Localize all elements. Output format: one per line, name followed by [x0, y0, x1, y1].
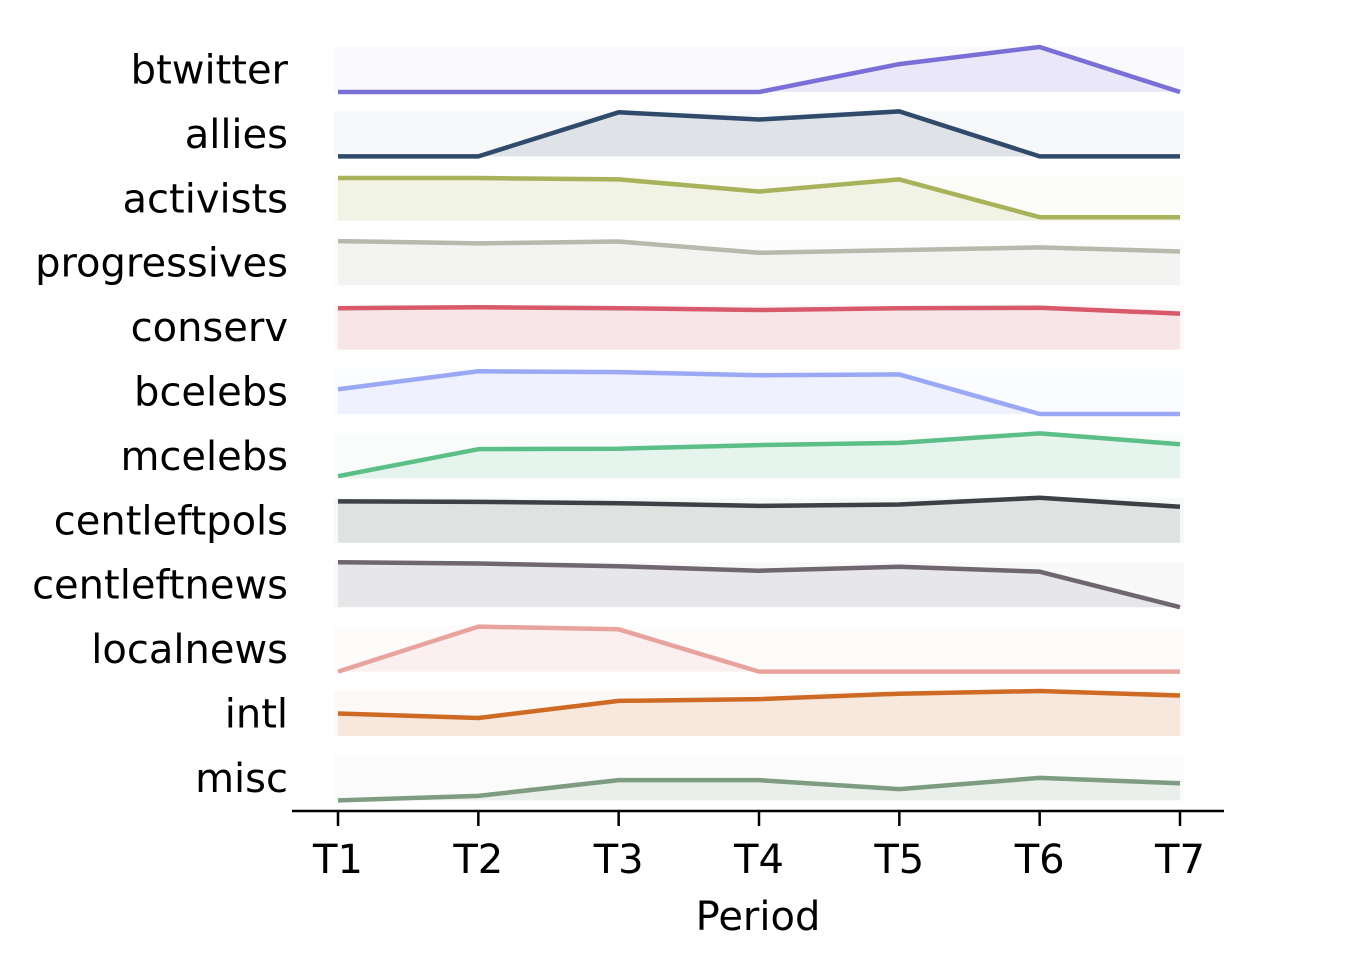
ridge-conserv: conserv: [131, 304, 1184, 351]
ridge-band: [334, 433, 1184, 479]
row-label: intl: [225, 692, 288, 738]
series-line: [338, 175, 1180, 220]
ridge-area: [338, 111, 1180, 157]
series-line: [337, 688, 1181, 721]
ridge-area: [338, 47, 1180, 92]
ridge-centleftpols: centleftpols: [54, 495, 1184, 544]
row-label: localnews: [91, 627, 288, 673]
x-tick-label: T6: [1014, 837, 1065, 883]
series-line: [337, 305, 1181, 316]
ridge-bcelebs: bcelebs: [134, 369, 1184, 417]
ridge-activists: activists: [123, 175, 1184, 222]
row-label: activists: [123, 176, 288, 222]
ridge-area: [338, 371, 1180, 414]
row-label: mcelebs: [120, 434, 288, 480]
ridge-area: [338, 691, 1180, 736]
row-label: misc: [195, 756, 288, 802]
x-tick-label: T4: [733, 837, 784, 883]
series-line: [337, 495, 1181, 510]
x-tick-label: T3: [593, 837, 644, 883]
x-tick-label: T5: [873, 837, 924, 883]
ridge-misc: misc: [195, 755, 1184, 803]
x-axis-title: Period: [696, 894, 821, 940]
ridge-intl: intl: [225, 688, 1184, 738]
ridge-localnews: localnews: [91, 624, 1184, 674]
series-line: [337, 369, 1180, 417]
ridge-area: [338, 562, 1180, 608]
ridge-area: [338, 626, 1180, 672]
ridge-band: [334, 175, 1184, 221]
ridge-rows: btwitter allies activists progressives conse…: [32, 44, 1184, 803]
ridge-centleftnews: centleftnews: [32, 559, 1184, 610]
series-line: [338, 109, 1180, 159]
series-line: [337, 238, 1181, 256]
series-line: [337, 624, 1180, 674]
row-label: progressives: [35, 241, 288, 287]
ridge-band: [334, 47, 1184, 92]
ridge-area: [338, 307, 1180, 350]
row-label: centleftpols: [54, 498, 288, 544]
ridge-band: [334, 626, 1184, 672]
row-label: btwitter: [131, 48, 289, 94]
row-label: allies: [185, 112, 288, 158]
ridge-area: [338, 433, 1180, 479]
row-label: centleftnews: [32, 563, 288, 609]
ridge-area: [338, 497, 1180, 543]
ridge-area: [338, 178, 1180, 221]
series-line: [338, 44, 1181, 95]
x-tick-label: T7: [1154, 837, 1205, 883]
ridge-btwitter: btwitter: [131, 44, 1184, 95]
row-label: conserv: [131, 305, 288, 351]
series-line: [337, 775, 1181, 803]
ridge-mcelebs: mcelebs: [120, 431, 1184, 480]
ridge-allies: allies: [185, 109, 1184, 159]
x-tick-label: T2: [452, 837, 503, 883]
x-axis: T1 T2 T3 T4 T5 T6 T7 Period: [292, 809, 1224, 940]
row-label: bcelebs: [134, 370, 288, 416]
x-tick-label: T1: [312, 837, 363, 883]
series-line: [337, 431, 1181, 479]
ridge-progressives: progressives: [35, 238, 1184, 287]
series-line: [337, 559, 1181, 610]
ridge-area: [338, 241, 1180, 286]
x-axis-ticks: T1 T2 T3 T4 T5 T6 T7: [312, 811, 1205, 883]
